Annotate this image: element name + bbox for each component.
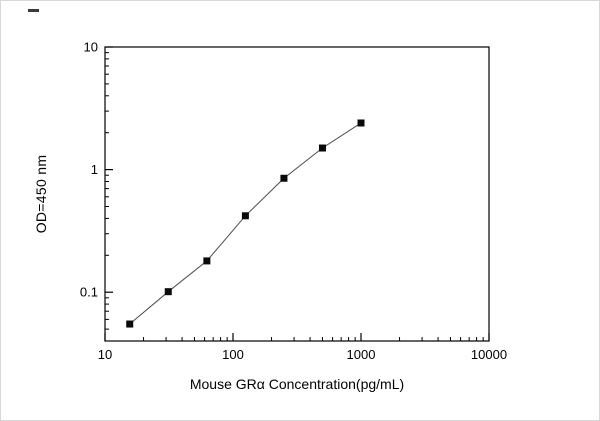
x-tick-label: 100	[222, 347, 244, 362]
data-point-marker	[164, 288, 172, 296]
y-tick-label: 10	[84, 40, 98, 55]
x-tick-label: 10000	[471, 347, 507, 362]
y-tick-label: 1	[91, 162, 98, 177]
y-tick-label: 0.1	[80, 285, 98, 300]
data-point-marker	[241, 212, 249, 220]
data-point-marker	[126, 320, 134, 328]
y-axis-title: OD=450 nm	[33, 154, 49, 234]
data-point-marker	[203, 257, 211, 265]
data-point-marker	[357, 119, 365, 127]
data-point-marker	[318, 144, 326, 152]
axis-frame	[104, 46, 490, 342]
x-axis-title: Mouse GRα Concentration(pg/mL)	[189, 376, 405, 392]
series-line	[129, 122, 362, 325]
x-tick-label: 1000	[347, 347, 376, 362]
data-point-marker	[280, 174, 288, 182]
corner-artifact-mark	[28, 9, 39, 12]
x-tick-label: 10	[98, 347, 112, 362]
